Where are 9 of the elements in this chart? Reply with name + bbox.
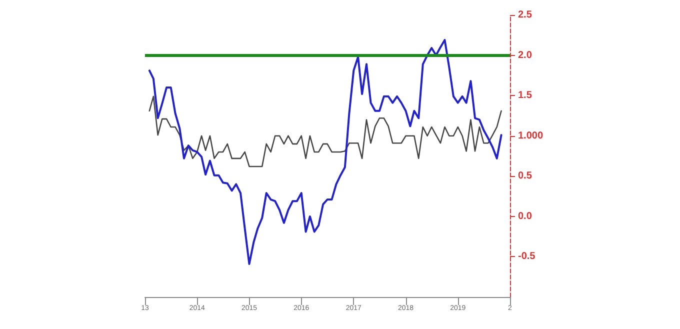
y-tick-label: 1.5 bbox=[518, 90, 532, 102]
y-tick-label: 1.000 bbox=[518, 130, 544, 142]
y-tick-label: 2.0 bbox=[518, 50, 532, 61]
line-series bbox=[148, 96, 502, 168]
y-tick-label: -0.5 bbox=[518, 251, 536, 262]
y-tick-label: 0.5 bbox=[518, 170, 532, 182]
line-series bbox=[148, 38, 502, 265]
y-tick-label: 0.0 bbox=[518, 210, 532, 222]
y-tick-label: 2.5 bbox=[518, 10, 532, 20]
